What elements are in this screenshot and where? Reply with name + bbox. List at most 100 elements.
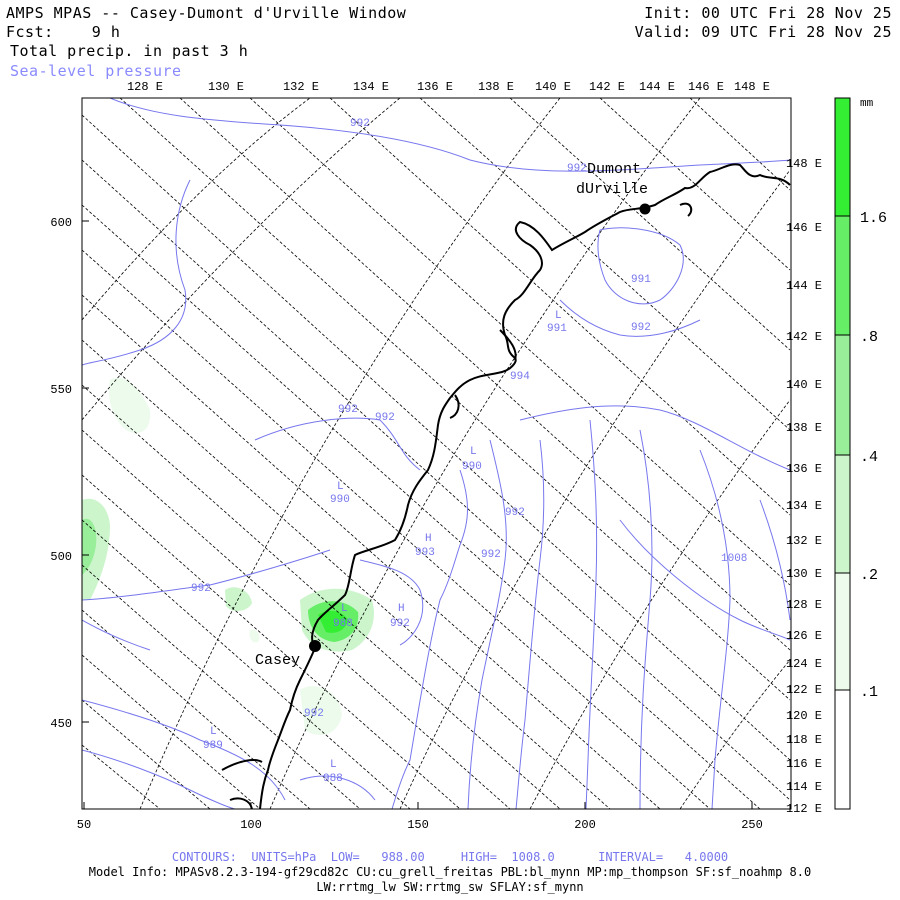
right-lon-label: 130 E [786, 567, 822, 581]
init-time: Init: 00 UTC Fri 28 Nov 25 [644, 4, 892, 22]
colorbar-unit: mm [860, 98, 874, 110]
x-tick-label: 250 [741, 818, 763, 832]
right-lon-label: 114 E [786, 780, 822, 794]
contour-label: 990 [462, 461, 482, 473]
top-lon-label: 148 E [734, 80, 770, 94]
dumont-durville-marker [639, 203, 651, 215]
plot-title: AMPS MPAS -- Casey-Dumont d'Urville Wind… [6, 4, 407, 22]
right-lon-label: 120 E [786, 709, 822, 723]
right-lon-label: 136 E [786, 462, 822, 476]
contour-label: 992 [505, 507, 525, 519]
valid-time: Valid: 09 UTC Fri 28 Nov 25 [634, 23, 892, 41]
top-longitude-labels: 128 E 130 E 132 E 134 E 136 E 138 E 140 … [127, 80, 770, 94]
top-lon-label: 142 E [589, 80, 625, 94]
high-marker: H [425, 533, 432, 545]
contour-labels: 992 992 991 991 992 992 992 990 990 992 … [191, 118, 747, 785]
contour-label: 994 [510, 371, 530, 383]
y-tick-labels: 600 550 500 450 [50, 216, 72, 731]
right-lon-label: 116 E [786, 757, 822, 771]
x-tick-label: 100 [240, 818, 262, 832]
contour-label: 992 [350, 118, 370, 130]
place-label-durville: dUrville [576, 181, 648, 198]
right-lon-label: 118 E [786, 733, 822, 747]
right-lon-label: 142 E [786, 330, 822, 344]
colorbar-label: .2 [860, 567, 878, 584]
contour-label: 993 [415, 547, 435, 559]
colorbar-label: .1 [860, 684, 878, 701]
colorbar-label: .8 [860, 329, 878, 346]
low-marker: L [210, 726, 217, 738]
contour-label: 988 [333, 618, 353, 630]
y-ticks [82, 220, 89, 723]
contour-label: 991 [631, 274, 651, 286]
x-tick-label: 150 [407, 818, 429, 832]
contour-label: 992 [390, 618, 410, 630]
model-info: Model Info: MPASv8.2.3-194-gf29cd82c CU:… [88, 865, 812, 879]
x-tick-labels: 50 100 150 200 250 [77, 818, 763, 832]
colorbar-label: 1.6 [860, 210, 887, 227]
right-lon-label: 146 E [786, 221, 822, 235]
colorbar-label: .4 [860, 449, 878, 466]
contour-label: 992 [481, 549, 501, 561]
low-marker: L [555, 310, 562, 322]
low-marker: L [470, 446, 477, 458]
field-name: Total precip. in past 3 h [10, 42, 249, 60]
top-lon-label: 134 E [353, 80, 389, 94]
top-lon-label: 144 E [639, 80, 675, 94]
place-label-casey: Casey [255, 652, 300, 669]
colorbar-segment [835, 216, 850, 335]
low-marker: L [330, 759, 337, 771]
y-tick-label: 500 [50, 550, 72, 564]
right-lon-label: 132 E [786, 534, 822, 548]
colorbar-segment [835, 335, 850, 455]
high-marker: H [398, 603, 405, 615]
contour-label: 992 [304, 708, 324, 720]
top-lon-label: 132 E [283, 80, 319, 94]
colorbar-segment [835, 98, 850, 216]
right-lon-label: 134 E [786, 499, 822, 513]
latlon-grid [82, 98, 791, 809]
top-lon-label: 128 E [127, 80, 163, 94]
top-lon-label: 138 E [478, 80, 514, 94]
forecast-hour: Fcst: 9 h [6, 23, 121, 41]
contour-label: 992 [375, 412, 395, 424]
x-ticks [83, 802, 753, 809]
contour-label: 992 [631, 322, 651, 334]
top-lon-label: 130 E [208, 80, 244, 94]
x-tick-label: 50 [77, 818, 91, 832]
contour-info: CONTOURS: UNITS=hPa LOW= 988.00 HIGH= 10… [171, 850, 729, 864]
precip-shading [82, 377, 374, 735]
casey-marker [309, 640, 321, 652]
y-tick-label: 550 [50, 383, 72, 397]
right-lon-label: 138 E [786, 421, 822, 435]
right-lon-label: 122 E [786, 683, 822, 697]
right-lon-label: 124 E [786, 657, 822, 671]
top-lon-label: 140 E [535, 80, 571, 94]
place-label-dumont: Dumont [587, 161, 641, 178]
top-lon-label: 146 E [688, 80, 724, 94]
model-info-line2: LW:rrtmg_lw SW:rrtmg_sw SFLAY:sf_mynn [316, 880, 584, 894]
right-lon-label: 144 E [786, 279, 822, 293]
top-lon-label: 136 E [417, 80, 453, 94]
contour-label: 992 [338, 404, 358, 416]
right-lon-label: 112 E [786, 802, 822, 816]
contour-label: 989 [203, 740, 223, 752]
contour-label: 990 [330, 494, 350, 506]
right-longitude-labels: 148 E 146 E 144 E 142 E 140 E 138 E 136 … [786, 157, 822, 816]
colorbar: mm 1.6 .8 .4 .2 .1 [834, 97, 887, 810]
low-marker: L [337, 481, 344, 493]
contour-label: 992 [191, 583, 211, 595]
contour-label: 988 [323, 773, 343, 785]
right-lon-label: 148 E [786, 157, 822, 171]
x-tick-label: 200 [574, 818, 596, 832]
right-lon-label: 140 E [786, 378, 822, 392]
y-tick-label: 450 [50, 717, 72, 731]
contour-label: 1008 [721, 553, 747, 565]
right-lon-label: 128 E [786, 598, 822, 612]
map-area: 992 992 991 991 992 992 992 990 990 992 … [82, 98, 791, 809]
y-tick-label: 600 [50, 216, 72, 230]
colorbar-segment [835, 573, 850, 690]
plot-frame [81, 97, 792, 810]
contour-label: 991 [547, 323, 567, 335]
